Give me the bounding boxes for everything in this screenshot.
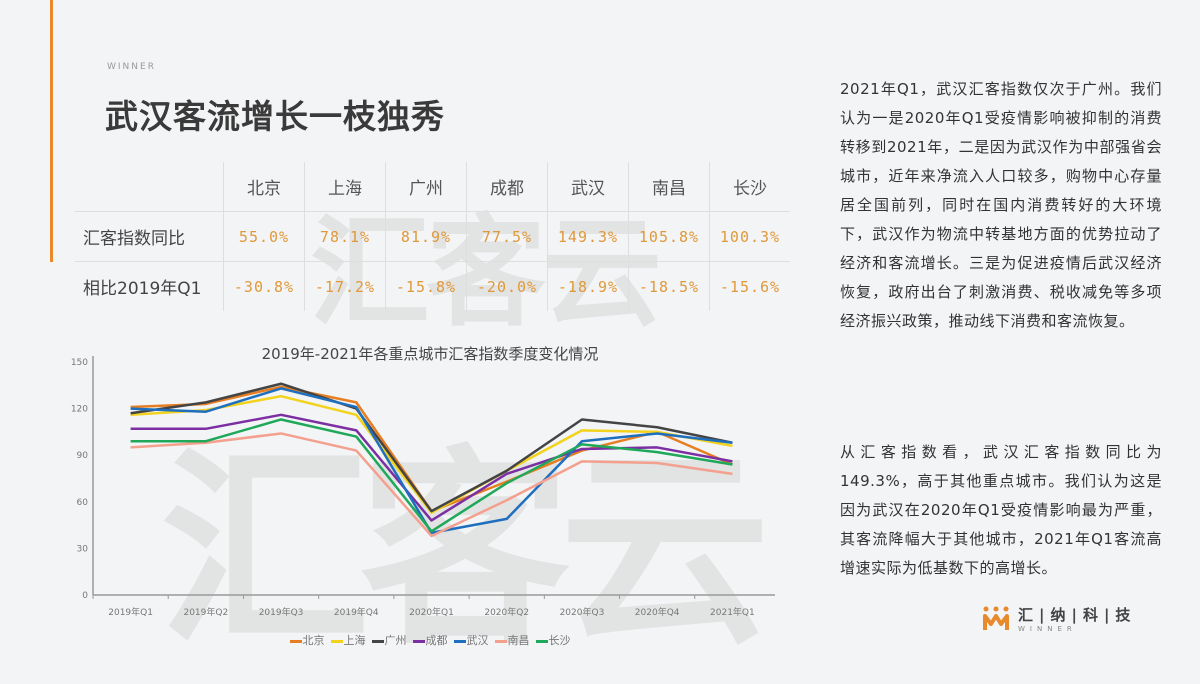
legend-label: 成都 (425, 634, 448, 647)
header-empty (75, 162, 224, 212)
legend-label: 广州 (384, 634, 407, 647)
legend-item: 成都 (412, 634, 448, 647)
legend-swatch (371, 639, 384, 643)
logo-subtext: WINNER (1018, 625, 1077, 633)
cell: -15.8% (385, 261, 467, 311)
logo-text: 汇|纳|科|技 (1018, 606, 1137, 624)
legend-item: 北京 (289, 634, 325, 647)
x-tick-label: 2020年Q1 (409, 606, 454, 618)
y-tick-label: 30 (77, 544, 89, 554)
cell: 100.3% (709, 211, 790, 262)
series-line-南昌 (130, 432, 733, 538)
table-header-row: 北京 上海 广州 成都 武汉 南昌 长沙 (75, 162, 790, 212)
cell: -18.5% (628, 261, 710, 311)
legend-item: 长沙 (535, 634, 571, 647)
legend-swatch (535, 639, 548, 643)
y-tick-label: 120 (71, 405, 88, 415)
cell: -17.2% (304, 261, 386, 311)
x-tick-label: 2020年Q4 (635, 606, 680, 618)
legend-label: 北京 (302, 634, 325, 647)
cell: 81.9% (385, 211, 467, 262)
series-line-长沙 (130, 418, 733, 533)
cell: 78.1% (304, 211, 386, 262)
chart-legend: 北京 上海 广州 成都 武汉 南昌 长沙 (70, 632, 790, 648)
row-label: 汇客指数同比 (75, 211, 224, 262)
brand-label: WINNER (107, 62, 156, 72)
accent-line (50, 0, 53, 262)
legend-swatch (289, 639, 302, 643)
legend-item: 南昌 (494, 634, 530, 647)
column-header: 南昌 (628, 162, 710, 212)
cell: -15.6% (709, 261, 790, 311)
x-tick-label: 2019年Q1 (108, 606, 153, 618)
x-tick-label: 2020年Q2 (484, 606, 529, 618)
row-label: 相比2019年Q1 (75, 261, 224, 311)
legend-swatch (412, 639, 425, 643)
chart-plot: 0 30 60 90 120 150 2019年Q1 2019年Q2 2019年Q3 2019年Q… (71, 356, 775, 618)
company-logo: 汇|纳|科|技 WINNER (982, 604, 1136, 633)
cell: 55.0% (223, 211, 305, 262)
legend-swatch (330, 639, 343, 643)
series-line-上海 (130, 394, 733, 514)
legend-swatch (494, 639, 507, 643)
legend-swatch (453, 639, 466, 643)
series-line-武汉 (130, 387, 733, 535)
cell: -20.0% (466, 261, 548, 311)
legend-item: 武汉 (453, 634, 489, 647)
column-header: 北京 (223, 162, 305, 212)
x-tick-label: 2020年Q3 (560, 606, 605, 618)
y-tick-label: 150 (71, 358, 88, 368)
column-header: 成都 (466, 162, 548, 212)
cell: -18.9% (547, 261, 629, 311)
y-tick-label: 60 (77, 498, 89, 508)
legend-label: 上海 (343, 634, 366, 647)
analysis-paragraph-1: 2021年Q1，武汉汇客指数仅次于广州。我们认为一是2020年Q1受疫情影响被抑… (840, 80, 1162, 330)
watermark: 汇客云 (160, 428, 770, 673)
x-tick-label: 2021年Q1 (710, 606, 755, 618)
legend-label: 武汉 (466, 634, 489, 647)
cell: -30.8% (223, 261, 305, 311)
chart-title: 2019年-2021年各重点城市汇客指数季度变化情况 (261, 345, 599, 363)
x-tick-label: 2019年Q2 (183, 606, 228, 618)
cell: 77.5% (466, 211, 548, 262)
legend-label: 南昌 (507, 634, 530, 647)
analysis-paragraph-2: 从汇客指数看，武汉汇客指数同比为149.3%，高于其他重点城市。我们认为这是因为… (840, 443, 1162, 577)
table-row: 相比2019年Q1 -30.8% -17.2% -15.8% -20.0% -1… (75, 261, 790, 311)
series-line-广州 (130, 382, 733, 513)
legend-label: 长沙 (548, 634, 571, 647)
column-header: 广州 (385, 162, 467, 212)
column-header: 武汉 (547, 162, 629, 212)
column-header: 长沙 (709, 162, 790, 212)
legend-item: 广州 (371, 634, 407, 647)
cell: 105.8% (628, 211, 710, 262)
cell: 149.3% (547, 211, 629, 262)
y-tick-label: 0 (82, 591, 88, 601)
x-tick-label: 2019年Q3 (259, 606, 304, 618)
page-title: 武汉客流增长一枝独秀 (105, 97, 445, 136)
column-header: 上海 (304, 162, 386, 212)
x-tick-label: 2019年Q4 (334, 606, 379, 618)
series-line-成都 (130, 413, 733, 522)
y-tick-label: 90 (77, 451, 89, 461)
line-chart: 2019年-2021年各重点城市汇客指数季度变化情况 0 30 60 90 120 150… (70, 340, 790, 660)
legend-item: 上海 (330, 634, 366, 647)
table-row: 汇客指数同比 55.0% 78.1% 81.9% 77.5% 149.3% 10… (75, 211, 790, 262)
comparison-table: 北京 上海 广州 成都 武汉 南昌 长沙 汇客指数同比 55.0% 78.1% … (75, 162, 790, 311)
logo-icon (983, 606, 1009, 630)
